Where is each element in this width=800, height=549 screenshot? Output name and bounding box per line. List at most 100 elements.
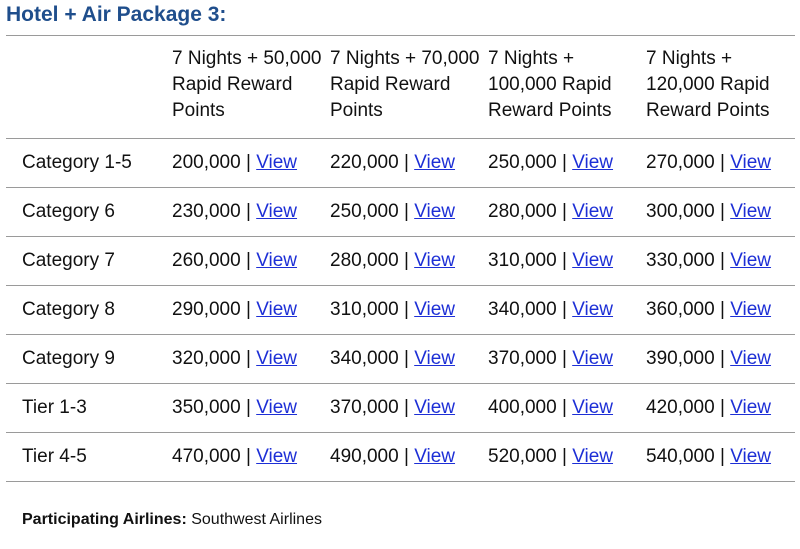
view-link[interactable]: View (414, 250, 456, 271)
separator: | (245, 397, 251, 418)
separator: | (245, 299, 251, 320)
view-link[interactable]: View (256, 446, 298, 467)
points-cell: 490,000 | View (322, 433, 480, 482)
view-link[interactable]: View (256, 348, 298, 369)
points-cell: 370,000 | View (322, 384, 480, 433)
row-label: Tier 4-5 (22, 446, 87, 467)
view-link[interactable]: View (414, 397, 456, 418)
separator: | (561, 250, 567, 271)
points-value: 330,000 (646, 250, 715, 271)
view-link[interactable]: View (730, 348, 772, 369)
view-link[interactable]: View (730, 250, 772, 271)
points-value: 340,000 (488, 299, 557, 320)
view-link[interactable]: View (256, 397, 298, 418)
table-row: Category 8 290,000 | View 310,000 | View 34… (6, 286, 795, 335)
separator: | (403, 348, 409, 369)
view-link[interactable]: View (414, 201, 456, 222)
view-link[interactable]: View (256, 250, 298, 271)
points-cell: 290,000 | View (164, 286, 322, 335)
view-link[interactable]: View (730, 152, 772, 173)
row-label: Category 1-5 (22, 152, 132, 173)
view-link[interactable]: View (730, 446, 772, 467)
points-cell: 200,000 | View (164, 139, 322, 188)
points-cell: 370,000 | View (480, 335, 638, 384)
header-row: 7 Nights + 50,000 Rapid Reward Points 7 … (6, 35, 795, 139)
row-label: Category 7 (22, 250, 115, 271)
row-label: Category 9 (22, 348, 115, 369)
separator: | (561, 446, 567, 467)
view-link[interactable]: View (256, 299, 298, 320)
separator: | (403, 299, 409, 320)
separator: | (719, 250, 725, 271)
package-table: 7 Nights + 50,000 Rapid Reward Points 7 … (6, 35, 795, 482)
points-cell: 300,000 | View (638, 188, 795, 237)
points-value: 300,000 (646, 201, 715, 222)
view-link[interactable]: View (572, 152, 614, 173)
points-cell: 280,000 | View (480, 188, 638, 237)
points-value: 520,000 (488, 446, 557, 467)
points-cell: 390,000 | View (638, 335, 795, 384)
points-value: 370,000 (330, 397, 399, 418)
points-cell: 250,000 | View (480, 139, 638, 188)
points-cell: 230,000 | View (164, 188, 322, 237)
view-link[interactable]: View (572, 201, 614, 222)
view-link[interactable]: View (572, 397, 614, 418)
view-link[interactable]: View (730, 299, 772, 320)
points-value: 310,000 (488, 250, 557, 271)
separator: | (403, 446, 409, 467)
view-link[interactable]: View (572, 299, 614, 320)
separator: | (719, 446, 725, 467)
separator: | (245, 201, 251, 222)
points-cell: 540,000 | View (638, 433, 795, 482)
view-link[interactable]: View (414, 152, 456, 173)
view-link[interactable]: View (572, 446, 614, 467)
view-link[interactable]: View (572, 348, 614, 369)
column-header: 7 Nights + 100,000 Rapid Reward Points (488, 48, 612, 121)
column-header: 7 Nights + 120,000 Rapid Reward Points (646, 48, 770, 121)
points-value: 390,000 (646, 348, 715, 369)
points-value: 420,000 (646, 397, 715, 418)
view-link[interactable]: View (730, 397, 772, 418)
points-cell: 260,000 | View (164, 237, 322, 286)
points-value: 290,000 (172, 299, 241, 320)
table-header: 7 Nights + 50,000 Rapid Reward Points 7 … (6, 35, 795, 139)
points-cell: 360,000 | View (638, 286, 795, 335)
points-cell: 420,000 | View (638, 384, 795, 433)
points-value: 400,000 (488, 397, 557, 418)
row-label: Tier 1-3 (22, 397, 87, 418)
view-link[interactable]: View (414, 299, 456, 320)
view-link[interactable]: View (414, 348, 456, 369)
separator: | (403, 250, 409, 271)
points-cell: 400,000 | View (480, 384, 638, 433)
row-label: Category 8 (22, 299, 115, 320)
points-value: 340,000 (330, 348, 399, 369)
view-link[interactable]: View (256, 152, 298, 173)
separator: | (403, 201, 409, 222)
points-value: 250,000 (488, 152, 557, 173)
page-title: Hotel + Air Package 3: (6, 3, 227, 26)
separator: | (561, 299, 567, 320)
view-link[interactable]: View (572, 250, 614, 271)
table-row: Tier 4-5 470,000 | View 490,000 | View 520,… (6, 433, 795, 482)
view-link[interactable]: View (730, 201, 772, 222)
points-cell: 350,000 | View (164, 384, 322, 433)
points-cell: 330,000 | View (638, 237, 795, 286)
separator: | (719, 152, 725, 173)
points-value: 350,000 (172, 397, 241, 418)
participating-airlines-value: Southwest Airlines (191, 511, 322, 528)
table-row: Tier 1-3 350,000 | View 370,000 | View 400,… (6, 384, 795, 433)
view-link[interactable]: View (414, 446, 456, 467)
view-link[interactable]: View (256, 201, 298, 222)
points-value: 370,000 (488, 348, 557, 369)
points-cell: 310,000 | View (322, 286, 480, 335)
points-value: 280,000 (330, 250, 399, 271)
points-value: 490,000 (330, 446, 399, 467)
points-value: 360,000 (646, 299, 715, 320)
table-row: Category 6 230,000 | View 250,000 | View 28… (6, 188, 795, 237)
separator: | (719, 201, 725, 222)
participating-airlines-label: Participating Airlines: (22, 511, 187, 528)
table-row: Category 1-5 200,000 | View 220,000 | View… (6, 139, 795, 188)
separator: | (403, 152, 409, 173)
column-header: 7 Nights + 50,000 Rapid Reward Points (172, 48, 322, 121)
separator: | (561, 397, 567, 418)
